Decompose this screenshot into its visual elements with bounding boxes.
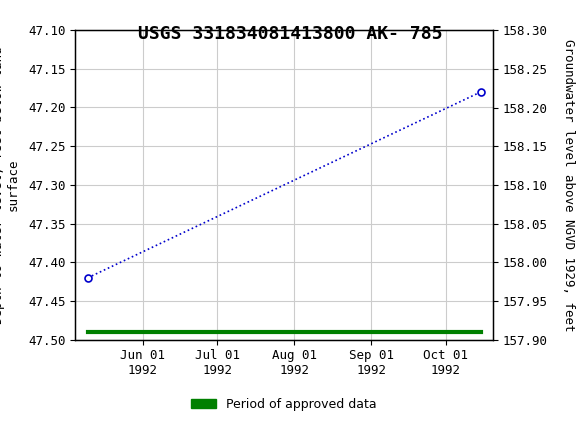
Text: USGS 331834081413800 AK- 785: USGS 331834081413800 AK- 785	[138, 25, 442, 43]
Y-axis label: Depth to water level, feet below land
surface: Depth to water level, feet below land su…	[0, 46, 20, 324]
Legend: Period of approved data: Period of approved data	[186, 393, 382, 416]
Y-axis label: Groundwater level above NGVD 1929, feet: Groundwater level above NGVD 1929, feet	[561, 39, 575, 331]
Text: ≡USGS: ≡USGS	[12, 6, 70, 25]
